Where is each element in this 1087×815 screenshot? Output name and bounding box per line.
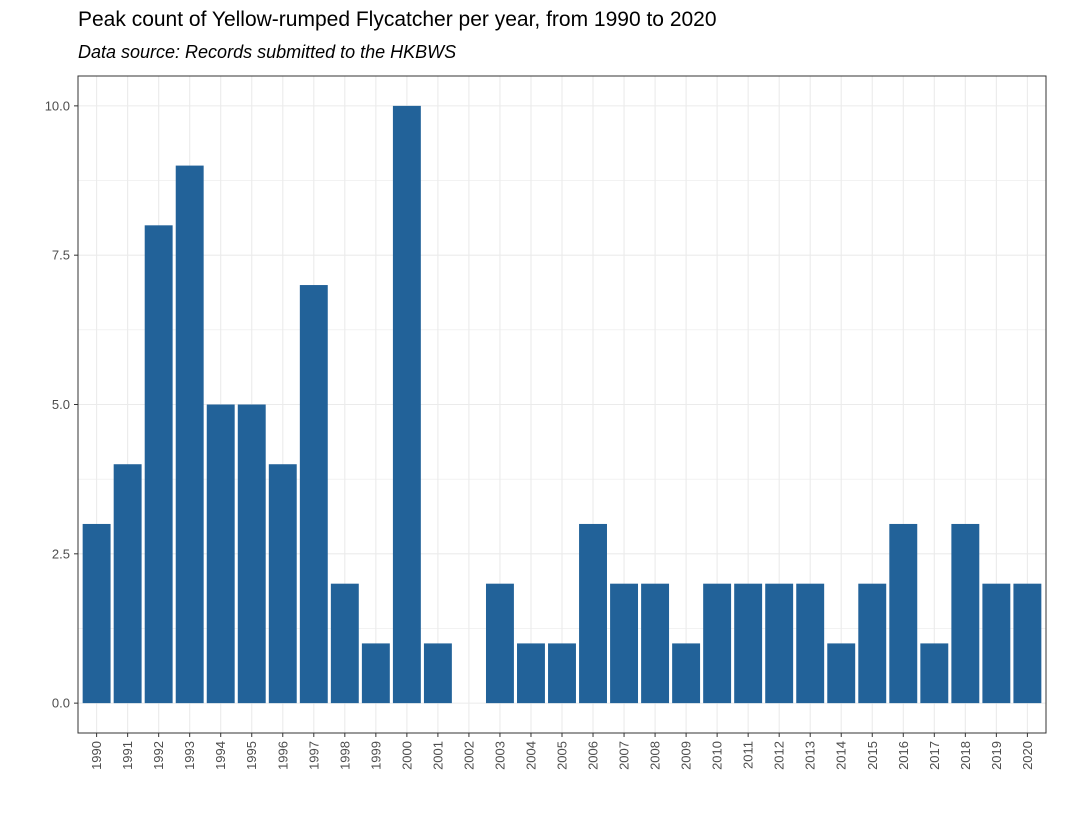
- bar-2003: [485, 583, 514, 704]
- bar-2019: [982, 583, 1011, 704]
- x-tick-label: 2003: [492, 741, 507, 770]
- bar-1994: [206, 404, 235, 704]
- x-tick-label: 1999: [368, 741, 383, 770]
- x-tick-label: 1992: [151, 741, 166, 770]
- x-tick-label: 2012: [772, 741, 787, 770]
- bar-2001: [423, 643, 452, 704]
- bar-2015: [858, 583, 887, 704]
- x-tick-label: 2013: [803, 741, 818, 770]
- x-tick-label: 2004: [523, 741, 538, 770]
- bar-1991: [113, 464, 142, 704]
- x-tick-label: 2018: [958, 741, 973, 770]
- x-tick-label: 1997: [306, 741, 321, 770]
- bar-2012: [765, 583, 794, 704]
- x-tick-label: 2017: [927, 741, 942, 770]
- x-axis: 1990 1991 1992 1993 1994 1995 1996 1997 1998 1999…: [89, 733, 1035, 770]
- bars: [82, 105, 1042, 704]
- x-tick-label: 2010: [710, 741, 725, 770]
- x-tick-label: 2020: [1020, 741, 1035, 770]
- x-tick-label: 1998: [337, 741, 352, 770]
- bar-2017: [920, 643, 949, 704]
- bar-1997: [299, 285, 328, 704]
- y-tick-label: 0.0: [52, 696, 70, 711]
- y-axis: 0.0 2.5 5.0 7.5 10.0: [45, 98, 78, 711]
- x-tick-label: 2002: [461, 741, 476, 770]
- bar-1990: [82, 523, 111, 704]
- bar-2005: [548, 643, 576, 704]
- bar-2013: [796, 583, 825, 704]
- bar-1993: [175, 165, 204, 704]
- x-tick-label: 2000: [399, 741, 414, 770]
- bar-2016: [889, 523, 918, 704]
- bar-1998: [330, 583, 359, 704]
- x-tick-label: 2016: [896, 741, 911, 770]
- x-tick-label: 2005: [555, 741, 570, 770]
- x-tick-label: 2009: [679, 741, 694, 770]
- x-tick-label: 1993: [182, 741, 197, 770]
- bar-2000: [392, 105, 421, 704]
- bar-1999: [361, 643, 390, 704]
- x-tick-label: 2008: [648, 741, 663, 770]
- bar-1992: [144, 225, 173, 704]
- x-tick-label: 1994: [213, 741, 228, 770]
- bar-2014: [827, 643, 856, 704]
- bar-1995: [237, 404, 266, 704]
- bar-2006: [579, 523, 607, 704]
- x-tick-label: 2007: [617, 741, 632, 770]
- bar-2009: [672, 643, 701, 704]
- y-tick-label: 5.0: [52, 397, 70, 412]
- bar-2011: [734, 583, 763, 704]
- x-tick-label: 2011: [741, 741, 756, 769]
- y-tick-label: 2.5: [52, 546, 70, 561]
- bar-2004: [517, 643, 545, 704]
- x-tick-label: 2001: [430, 741, 445, 770]
- bar-2010: [703, 583, 732, 704]
- x-tick-label: 2006: [586, 741, 601, 770]
- x-tick-label: 2019: [989, 741, 1004, 770]
- x-tick-label: 1991: [120, 741, 135, 770]
- y-tick-label: 7.5: [52, 248, 70, 263]
- x-tick-label: 1996: [275, 741, 290, 770]
- bar-2007: [610, 583, 639, 704]
- bar-2020: [1013, 583, 1042, 704]
- x-tick-label: 1990: [89, 741, 104, 770]
- chart-title: Peak count of Yellow-rumped Flycatcher p…: [78, 8, 717, 31]
- chart-subtitle: Data source: Records submitted to the HK…: [78, 42, 457, 62]
- bar-2008: [641, 583, 670, 704]
- bar-1996: [268, 464, 297, 704]
- x-tick-label: 2014: [834, 741, 849, 770]
- x-tick-label: 1995: [244, 741, 259, 770]
- bar-2018: [951, 523, 980, 704]
- y-tick-label: 10.0: [45, 98, 70, 113]
- x-tick-label: 2015: [865, 741, 880, 770]
